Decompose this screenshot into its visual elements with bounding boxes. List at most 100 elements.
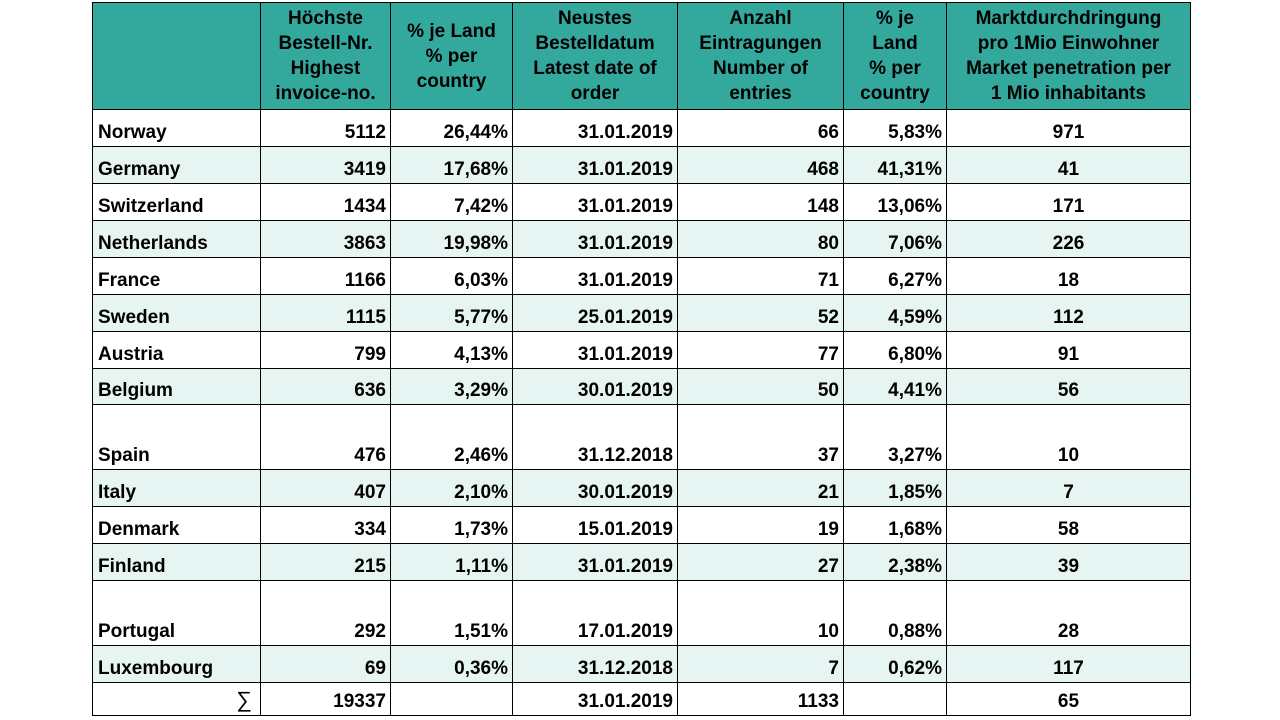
total-date: 31.01.2019: [512, 682, 678, 716]
cell-date: 31.12.2018: [512, 404, 678, 470]
column-header-2: % je Land % per country: [390, 2, 513, 110]
column-header-line: Marktdurchdringung: [975, 8, 1162, 29]
cell-penetration: 39: [946, 543, 1191, 581]
total-invoice: 19337: [260, 682, 391, 716]
table-row: Belgium 636 3,29% 30.01.2019 50 4,41% 56: [92, 368, 1191, 405]
country-cell: Italy: [92, 469, 261, 507]
cell-date: 17.01.2019: [512, 580, 678, 646]
cell-invoice: 215: [260, 543, 391, 581]
column-header-line: % per: [425, 45, 478, 67]
country-cell: Denmark: [92, 506, 261, 544]
cell-date: 31.01.2019: [512, 220, 678, 258]
cell-pct-invoice: 19,98%: [390, 220, 513, 258]
column-header-line: Höchste: [288, 8, 363, 29]
cell-entries: 52: [677, 294, 844, 332]
column-header-0: [92, 2, 261, 110]
column-header-line: order: [570, 83, 620, 104]
country-cell: Netherlands: [92, 220, 261, 258]
column-header-line: Highest: [290, 58, 361, 79]
cell-entries: 19: [677, 506, 844, 544]
cell-entries: 148: [677, 183, 844, 221]
table-row: Switzerland 1434 7,42% 31.01.2019 148 13,06% 1…: [92, 183, 1191, 221]
column-header-line: Land: [872, 33, 918, 54]
cell-invoice: 799: [260, 331, 391, 369]
cell-entries: 27: [677, 543, 844, 581]
cell-pct-entries: 1,85%: [843, 469, 947, 507]
cell-penetration: 171: [946, 183, 1191, 221]
cell-invoice: 3419: [260, 146, 391, 184]
table-row: Netherlands 3863 19,98% 31.01.2019 80 7,06% 22…: [92, 220, 1191, 258]
cell-entries: 468: [677, 146, 844, 184]
cell-entries: 37: [677, 404, 844, 470]
cell-pct-invoice: 0,36%: [390, 645, 513, 683]
cell-invoice: 636: [260, 368, 391, 405]
cell-entries: 10: [677, 580, 844, 646]
column-header-line: entries: [729, 83, 792, 104]
table-row: Sweden 1115 5,77% 25.01.2019 52 4,59% 112: [92, 294, 1191, 332]
column-header-line: % je: [875, 8, 915, 29]
column-header-line: Eintragungen: [699, 33, 822, 54]
table-row: Portugal 292 1,51% 17.01.2019 10 0,88% 28: [92, 580, 1191, 646]
cell-penetration: 226: [946, 220, 1191, 258]
column-header-1: Höchste Bestell-Nr. Highest invoice-no.: [260, 2, 391, 110]
cell-penetration: 7: [946, 469, 1191, 507]
cell-pct-entries: 4,41%: [843, 368, 947, 405]
cell-penetration: 58: [946, 506, 1191, 544]
table-row: Austria 799 4,13% 31.01.2019 77 6,80% 91: [92, 331, 1191, 369]
total-pct-invoice: [390, 682, 513, 716]
cell-penetration: 10: [946, 404, 1191, 470]
cell-pct-invoice: 2,46%: [390, 404, 513, 470]
table-row: Norway 5112 26,44% 31.01.2019 66 5,83% 971: [92, 109, 1191, 147]
total-entries: 1133: [677, 682, 844, 716]
cell-date: 15.01.2019: [512, 506, 678, 544]
column-header-line: country: [416, 70, 487, 92]
cell-penetration: 117: [946, 645, 1191, 683]
cell-invoice: 476: [260, 404, 391, 470]
column-header-5: % je Land % per country: [843, 2, 947, 110]
cell-penetration: 18: [946, 257, 1191, 295]
cell-date: 31.01.2019: [512, 146, 678, 184]
cell-invoice: 5112: [260, 109, 391, 147]
cell-penetration: 41: [946, 146, 1191, 184]
cell-invoice: 1115: [260, 294, 391, 332]
cell-pct-entries: 1,68%: [843, 506, 947, 544]
column-header-line: invoice-no.: [275, 83, 376, 104]
cell-pct-invoice: 26,44%: [390, 109, 513, 147]
cell-pct-invoice: 3,29%: [390, 368, 513, 405]
column-header-line: Bestell-Nr.: [278, 33, 373, 54]
cell-pct-entries: 6,27%: [843, 257, 947, 295]
cell-penetration: 91: [946, 331, 1191, 369]
sum-symbol: ∑: [92, 682, 261, 716]
header-row: Höchste Bestell-Nr. Highest invoice-no. % je…: [92, 2, 1191, 110]
total-pct-entries: [843, 682, 947, 716]
cell-date: 25.01.2019: [512, 294, 678, 332]
data-table: Höchste Bestell-Nr. Highest invoice-no. % je…: [92, 2, 1191, 716]
cell-pct-entries: 6,80%: [843, 331, 947, 369]
table-body: Norway 5112 26,44% 31.01.2019 66 5,83% 971 Germ…: [92, 109, 1191, 716]
cell-date: 31.01.2019: [512, 109, 678, 147]
cell-date: 30.01.2019: [512, 368, 678, 405]
cell-pct-invoice: 1,73%: [390, 506, 513, 544]
cell-date: 31.01.2019: [512, 183, 678, 221]
column-header-line: Bestelldatum: [535, 33, 655, 54]
column-header-line: 1 Mio inhabitants: [990, 83, 1147, 104]
cell-date: 31.12.2018: [512, 645, 678, 683]
cell-entries: 80: [677, 220, 844, 258]
cell-pct-entries: 13,06%: [843, 183, 947, 221]
cell-invoice: 1166: [260, 257, 391, 295]
column-header-line: Anzahl: [729, 8, 792, 29]
cell-penetration: 56: [946, 368, 1191, 405]
cell-entries: 66: [677, 109, 844, 147]
table-row: Italy 407 2,10% 30.01.2019 21 1,85% 7: [92, 469, 1191, 507]
cell-invoice: 69: [260, 645, 391, 683]
cell-entries: 7: [677, 645, 844, 683]
cell-pct-entries: 4,59%: [843, 294, 947, 332]
cell-pct-invoice: 5,77%: [390, 294, 513, 332]
country-cell: Austria: [92, 331, 261, 369]
table-row: Luxembourg 69 0,36% 31.12.2018 7 0,62% 117: [92, 645, 1191, 683]
column-header-line: Market penetration per: [966, 58, 1171, 79]
cell-penetration: 112: [946, 294, 1191, 332]
cell-entries: 50: [677, 368, 844, 405]
table-row: Finland 215 1,11% 31.01.2019 27 2,38% 39: [92, 543, 1191, 581]
total-penetration: 65: [946, 682, 1191, 716]
